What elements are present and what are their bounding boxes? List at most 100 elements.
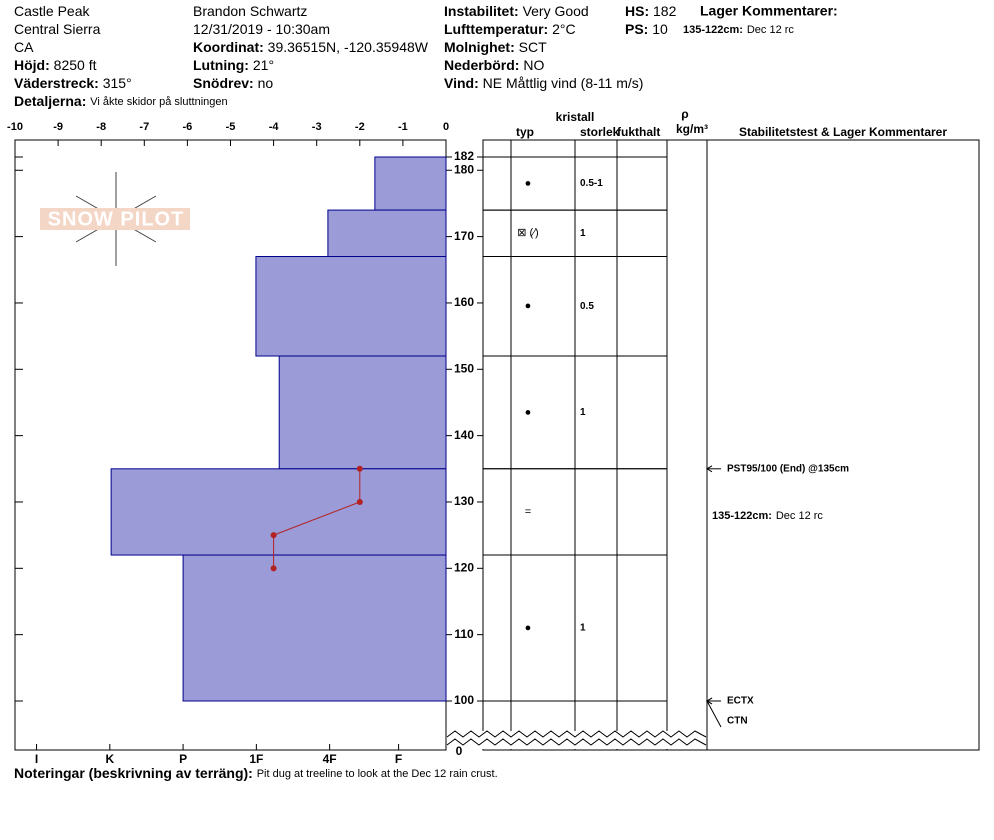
header-field: Molnighet: SCT (444, 39, 547, 55)
header-field-label: PS: (625, 21, 648, 37)
logo: SNOW PILOT (40, 172, 190, 266)
test-label: PST95/100 (End) @135cm (727, 463, 849, 474)
x-tick-label: -7 (139, 121, 149, 133)
header-field: Instabilitet: Very Good (444, 3, 589, 19)
grain-type: ● (525, 622, 532, 634)
grain-size: 1 (580, 623, 586, 634)
header-field: Vind: NE Måttlig vind (8-11 m/s) (444, 75, 643, 91)
x-tick-label: -2 (355, 121, 365, 133)
header-field: Nederbörd: NO (444, 57, 544, 73)
table-header: Stabilitetstest & Lager Kommentarer (739, 125, 947, 139)
grain-type: ⊠ (⁄) (517, 227, 538, 239)
test-arrowhead (706, 465, 713, 473)
header-field: Central Sierra (14, 21, 101, 37)
table-header: kg/m³ (676, 122, 708, 136)
layer-comment-label: 135-122cm: (712, 510, 772, 522)
x-tick-label: -10 (7, 121, 23, 133)
temperature-point (356, 465, 363, 472)
y-tick-label: 140 (454, 428, 474, 442)
layer-comment: 135-122cm: Dec 12 rc (712, 507, 823, 523)
header-field-value: Central Sierra (14, 21, 101, 37)
y-tick-label: 110 (454, 627, 474, 641)
header-field-value: 315° (103, 75, 132, 91)
header-field-label: Molnighet: (444, 39, 515, 55)
header-field-label: Lutning: (193, 57, 249, 73)
hardness-label: F (395, 752, 402, 766)
axis-break (446, 730, 707, 738)
grain-size: 0.5-1 (580, 178, 603, 189)
header-field-value: 39.36515N, -120.35948W (268, 39, 429, 55)
header-field-label: Lufttemperatur: (444, 21, 548, 37)
temperature-point (270, 532, 277, 539)
x-tick-label: -9 (53, 121, 63, 133)
table-header: fukthalt (617, 125, 660, 139)
x-tick-label: -8 (96, 121, 106, 133)
grain-size: 0.5 (580, 301, 594, 312)
header-field-value: 12/31/2019 - 10:30am (193, 21, 330, 37)
layer-bar (278, 355, 447, 470)
header-field-value: Very Good (523, 3, 589, 19)
header-field: Höjd: 8250 ft (14, 57, 97, 73)
x-tick-label: -6 (183, 121, 193, 133)
header-field-value: 182 (653, 3, 677, 19)
header-field-label: Vind: (444, 75, 479, 91)
header-field-value: SCT (519, 39, 547, 55)
header-field-label: Nederbörd: (444, 57, 519, 73)
grain-type: ● (525, 300, 532, 312)
axis-break (446, 738, 707, 746)
header-field: Snödrev: no (193, 75, 273, 91)
header-field-value: CA (14, 39, 34, 55)
hardness-label: P (179, 752, 187, 766)
test-arrowhead (706, 697, 713, 705)
header-field: Lufttemperatur: 2°C (444, 21, 576, 37)
hardness-label: 4F (323, 752, 337, 766)
details-label: Detaljerna: (14, 93, 86, 109)
header-field: Castle Peak (14, 3, 90, 19)
header-field: Koordinat: 39.36515N, -120.35948W (193, 39, 429, 55)
grain-type: ● (525, 177, 532, 189)
hardness-label: 1F (249, 752, 263, 766)
layer-bar (182, 554, 447, 702)
table-header: ρ (681, 107, 688, 121)
x-tick-label: 0 (443, 121, 449, 133)
header-field: Brandon Schwartz (193, 3, 307, 19)
header-field-value: NO (523, 57, 544, 73)
header-field: HS: 182 (625, 3, 677, 19)
layer-bar (110, 468, 447, 556)
header-field-value: Castle Peak (14, 3, 90, 19)
header-field: Lutning: 21° (193, 57, 274, 73)
y-tick-label: 182 (454, 149, 474, 163)
temperature-line (273, 468, 361, 569)
header-comment: 135-122cm: Dec 12 rc (683, 21, 794, 37)
comments-title: Lager Kommentarer: (700, 3, 838, 19)
footer-note-label: Noteringar (beskrivning av terräng): (14, 765, 253, 781)
header-field-label: HS: (625, 3, 649, 19)
x-tick-label: -1 (398, 121, 408, 133)
header-field-value: 10 (652, 21, 668, 37)
x-tick-label: -4 (269, 121, 280, 133)
header-field-value: 8250 ft (54, 57, 97, 73)
test-label: CTN (727, 716, 748, 727)
x-tick-label: -5 (226, 121, 236, 133)
hardness-label: K (105, 752, 114, 766)
header-field-value: Brandon Schwartz (193, 3, 307, 19)
y-tick-label: 170 (454, 229, 474, 243)
y-tick-label: 120 (454, 560, 474, 574)
header-field: Väderstreck: 315° (14, 75, 132, 91)
details-value: Vi åkte skidor på sluttningen (90, 96, 227, 108)
grain-type: = (525, 506, 531, 518)
x-tick-label: -3 (312, 121, 322, 133)
temperature-point (270, 565, 277, 572)
details: Detaljerna: Vi åkte skidor på sluttninge… (14, 93, 228, 109)
header-field-value: NE Måttlig vind (8-11 m/s) (483, 75, 644, 91)
header-field-label: Höjd: (14, 57, 50, 73)
layer-bar (374, 156, 447, 211)
y-tick-label: 150 (454, 361, 474, 375)
y-tick-label: 100 (454, 693, 474, 707)
header-field-label: Snödrev: (193, 75, 254, 91)
test-label: ECTX (727, 696, 754, 707)
grain-size: 1 (580, 228, 586, 239)
header-field-label: Instabilitet: (444, 3, 519, 19)
header-field-label: Väderstreck: (14, 75, 99, 91)
